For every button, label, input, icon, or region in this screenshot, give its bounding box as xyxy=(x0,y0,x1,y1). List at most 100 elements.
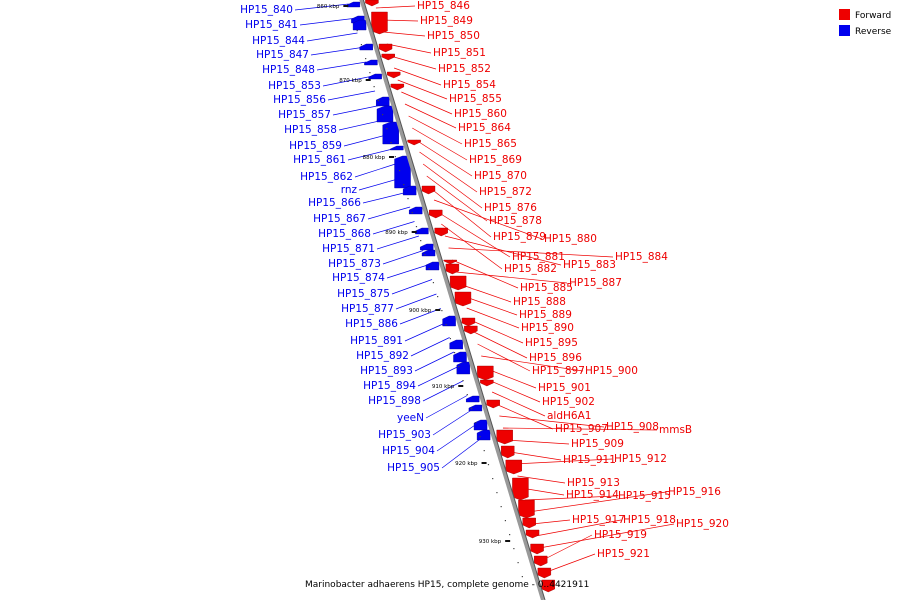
forward-gene-label[interactable]: HP15_919 xyxy=(594,529,647,541)
reverse-gene-label[interactable]: HP15_871 xyxy=(322,243,375,255)
forward-gene[interactable] xyxy=(454,291,472,307)
forward-gene-label[interactable]: HP15_850 xyxy=(427,30,480,42)
reverse-gene-label[interactable]: HP15_861 xyxy=(293,154,346,166)
reverse-gene-label[interactable]: HP15_877 xyxy=(341,303,394,315)
reverse-gene[interactable] xyxy=(449,339,463,350)
reverse-gene-label[interactable]: HP15_868 xyxy=(318,228,371,240)
reverse-gene[interactable] xyxy=(476,429,491,441)
reverse-gene-label[interactable]: HP15_873 xyxy=(328,258,381,270)
forward-gene-label[interactable]: HP15_864 xyxy=(458,122,511,134)
reverse-gene-label[interactable]: HP15_853 xyxy=(268,80,321,92)
forward-gene-label[interactable]: HP15_846 xyxy=(417,0,470,12)
reverse-gene-label[interactable]: HP15_841 xyxy=(245,19,298,31)
reverse-gene-label[interactable]: HP15_859 xyxy=(289,140,342,152)
forward-gene[interactable] xyxy=(407,139,421,146)
forward-gene[interactable] xyxy=(371,11,388,35)
reverse-gene-label[interactable]: HP15_858 xyxy=(284,124,337,136)
forward-gene[interactable] xyxy=(501,445,515,459)
reverse-gene-label[interactable]: HP15_894 xyxy=(363,380,416,392)
reverse-gene-label[interactable]: HP15_904 xyxy=(382,445,435,457)
reverse-gene-label[interactable]: HP15_867 xyxy=(313,213,366,225)
reverse-gene[interactable] xyxy=(442,315,456,327)
forward-gene[interactable] xyxy=(496,429,513,445)
forward-gene-label[interactable]: HP15_896 xyxy=(529,352,582,364)
forward-gene-label[interactable]: HP15_854 xyxy=(443,79,496,91)
forward-gene[interactable] xyxy=(461,317,476,327)
forward-gene-label[interactable]: HP15_872 xyxy=(479,186,532,198)
forward-gene-label[interactable]: HP15_881 xyxy=(512,251,565,263)
reverse-gene-label[interactable]: HP15_847 xyxy=(256,49,309,61)
forward-gene-label[interactable]: HP15_889 xyxy=(519,309,572,321)
forward-gene-label[interactable]: HP15_914 xyxy=(566,489,619,501)
forward-gene-label[interactable]: HP15_885 xyxy=(520,282,573,294)
forward-gene[interactable] xyxy=(381,53,395,61)
forward-gene[interactable] xyxy=(525,529,540,539)
forward-gene-label[interactable]: HP15_907 xyxy=(555,423,608,435)
forward-gene-label[interactable]: HP15_865 xyxy=(464,138,517,150)
forward-gene-label[interactable]: HP15_900 xyxy=(585,365,638,377)
forward-gene[interactable] xyxy=(445,263,460,275)
forward-gene[interactable] xyxy=(429,209,443,219)
forward-gene[interactable] xyxy=(386,71,401,79)
forward-gene-label[interactable]: HP15_883 xyxy=(563,259,616,271)
forward-gene[interactable] xyxy=(534,555,548,567)
reverse-gene-label[interactable]: HP15_840 xyxy=(240,4,293,16)
forward-gene-label[interactable]: HP15_916 xyxy=(668,486,721,498)
forward-gene[interactable] xyxy=(434,227,448,237)
forward-gene-label[interactable]: HP15_915 xyxy=(618,490,671,502)
reverse-gene[interactable] xyxy=(390,145,404,151)
forward-gene-label[interactable]: HP15_888 xyxy=(513,296,566,308)
forward-gene-label[interactable]: HP15_920 xyxy=(676,518,729,530)
reverse-gene[interactable] xyxy=(346,1,361,8)
reverse-gene[interactable] xyxy=(415,227,429,235)
forward-gene-label[interactable]: HP15_897 xyxy=(532,365,585,377)
forward-gene[interactable] xyxy=(537,567,552,579)
reverse-gene[interactable] xyxy=(376,105,394,123)
forward-gene-label[interactable]: HP15_852 xyxy=(438,63,491,75)
reverse-gene[interactable] xyxy=(382,121,399,145)
forward-gene-label[interactable]: HP15_921 xyxy=(597,548,650,560)
forward-gene[interactable] xyxy=(365,0,379,7)
reverse-gene[interactable] xyxy=(408,206,423,215)
forward-gene[interactable] xyxy=(522,517,536,529)
reverse-gene[interactable] xyxy=(473,419,488,431)
forward-gene-label[interactable]: HP15_913 xyxy=(567,477,620,489)
forward-gene-label[interactable]: HP15_901 xyxy=(538,382,591,394)
reverse-gene[interactable] xyxy=(466,395,480,403)
forward-gene-label[interactable]: HP15_855 xyxy=(449,93,502,105)
reverse-gene-label[interactable]: HP15_844 xyxy=(252,35,305,47)
forward-gene-label[interactable]: mmsB xyxy=(659,424,692,436)
forward-gene[interactable] xyxy=(512,477,529,501)
reverse-gene-label[interactable]: HP15_857 xyxy=(278,109,331,121)
reverse-gene[interactable] xyxy=(376,96,390,107)
forward-gene[interactable] xyxy=(530,543,544,555)
reverse-gene-label[interactable]: rnz xyxy=(341,184,358,196)
forward-gene-label[interactable]: aldH6A1 xyxy=(547,410,591,422)
forward-gene-label[interactable]: HP15_890 xyxy=(521,322,574,334)
reverse-gene[interactable] xyxy=(359,43,373,51)
reverse-gene[interactable] xyxy=(425,261,440,271)
reverse-gene-label[interactable]: HP15_892 xyxy=(356,350,409,362)
reverse-gene-label[interactable]: HP15_893 xyxy=(360,365,413,377)
reverse-gene-label[interactable]: HP15_891 xyxy=(350,335,403,347)
reverse-gene[interactable] xyxy=(364,59,378,66)
forward-gene[interactable] xyxy=(505,459,522,475)
forward-gene[interactable] xyxy=(464,325,478,335)
forward-gene-label[interactable]: HP15_911 xyxy=(563,454,616,466)
forward-gene[interactable] xyxy=(421,185,436,195)
reverse-gene-label[interactable]: HP15_903 xyxy=(378,429,431,441)
reverse-gene[interactable] xyxy=(453,351,467,363)
forward-gene[interactable] xyxy=(541,579,555,593)
reverse-gene-label[interactable]: HP15_862 xyxy=(300,171,353,183)
forward-gene-label[interactable]: HP15_909 xyxy=(571,438,624,450)
forward-gene-label[interactable]: HP15_895 xyxy=(525,337,578,349)
forward-gene-label[interactable]: HP15_870 xyxy=(474,170,527,182)
forward-gene[interactable] xyxy=(518,499,535,519)
forward-gene-label[interactable]: HP15_908 xyxy=(606,421,659,433)
forward-gene[interactable] xyxy=(477,365,494,381)
reverse-gene-label[interactable]: HP15_866 xyxy=(308,197,361,209)
reverse-gene[interactable] xyxy=(394,155,411,189)
reverse-gene[interactable] xyxy=(456,361,471,375)
forward-gene[interactable] xyxy=(486,399,500,409)
reverse-gene-label[interactable]: HP15_856 xyxy=(273,94,326,106)
